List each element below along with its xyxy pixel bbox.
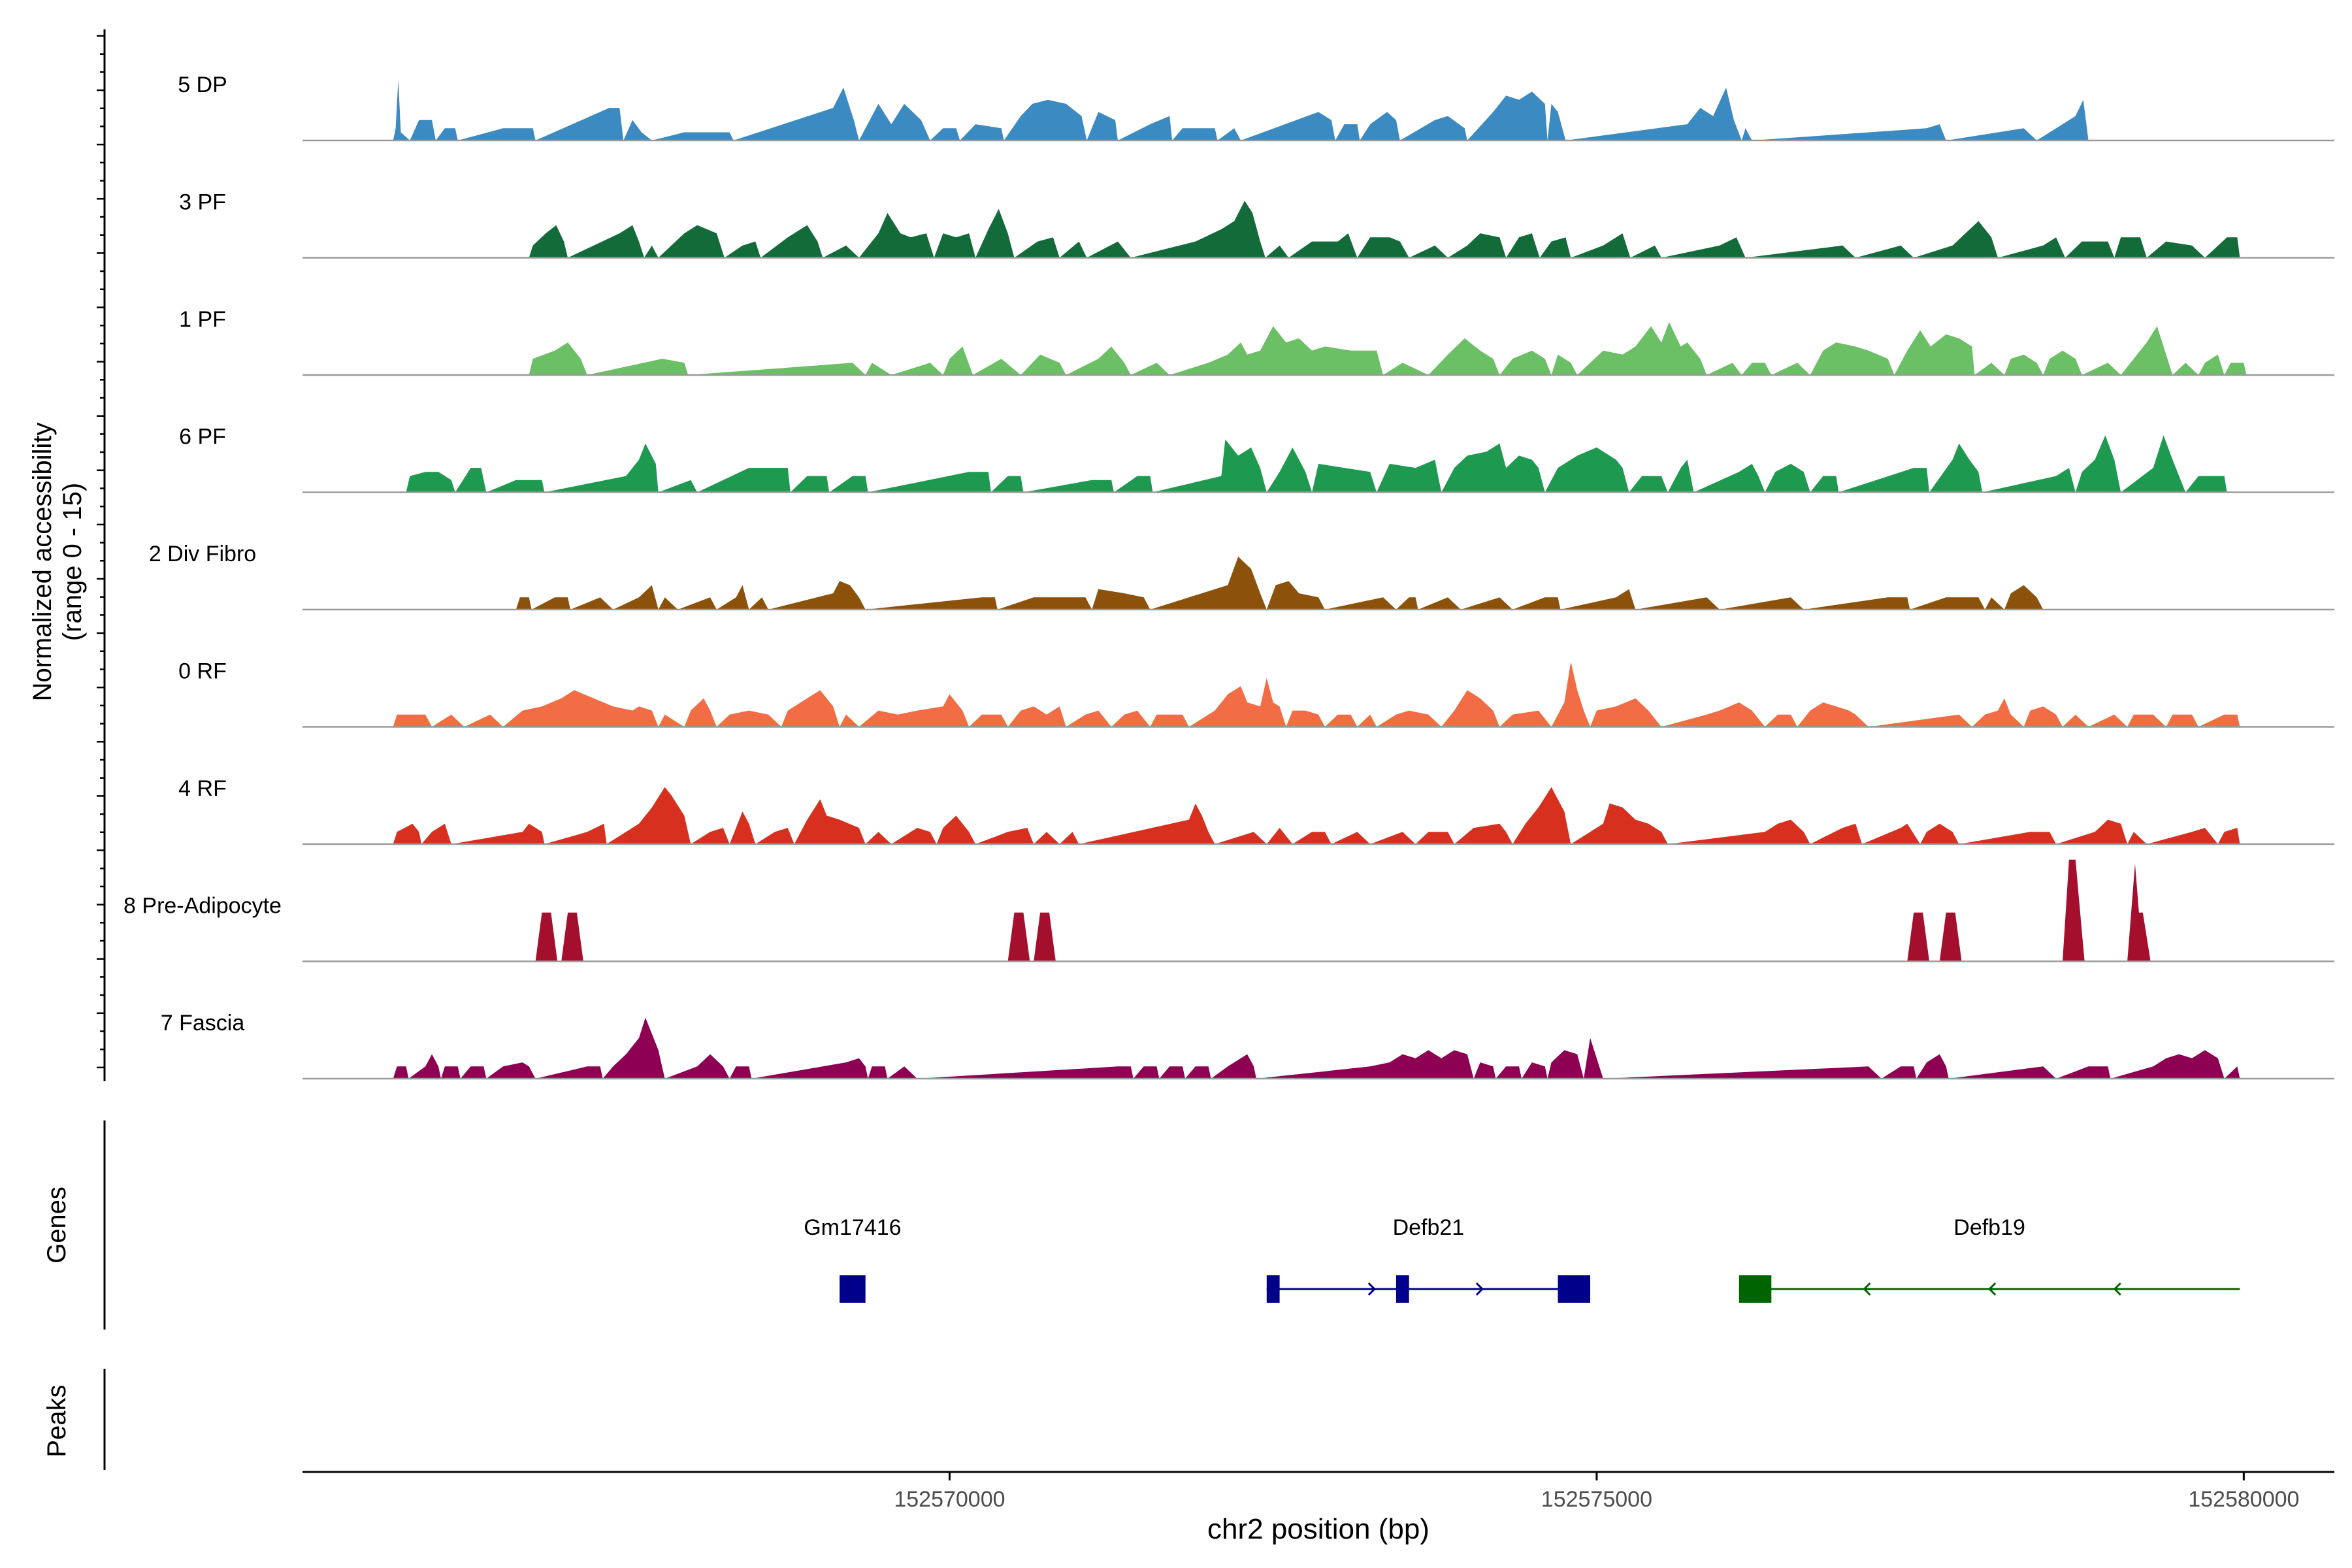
gene-defb19: Defb19 [1739,1215,2240,1303]
track-label-0-rf: 0 RF [178,659,227,684]
track-1-pf: 1 PF [179,307,2334,376]
strand-arrow [1863,1282,1871,1296]
strand-arrow [1475,1282,1484,1296]
coverage-area-3-pf [529,201,2240,258]
coverage-area-5-dp [393,79,2089,140]
peaks-panel-label: Peaks [42,1384,71,1457]
track-5-dp: 5 DP [178,73,2334,142]
track-0-rf: 0 RF [178,659,2334,728]
coverage-area-1-pf [529,322,2247,375]
gene-exon [1558,1275,1590,1303]
x-tick-label: 152570000 [894,1487,1005,1512]
gene-exon [1266,1275,1280,1303]
genes-panel-label: Genes [42,1186,71,1264]
coverage-y-ticks [97,35,105,1069]
y-axis-label-line2: (range 0 - 15) [58,483,87,641]
track-label-8-pre-adipocyte: 8 Pre-Adipocyte [123,894,282,919]
gene-gm17416: Gm17416 [804,1215,902,1303]
track-3-pf: 3 PF [179,190,2334,259]
track-label-6-pf: 6 PF [179,425,226,449]
track-label-5-dp: 5 DP [178,73,227,97]
track-label-7-fascia: 7 Fascia [161,1011,245,1036]
coverage-area-7-fascia [393,1017,2240,1079]
x-tick-label: 152575000 [1541,1487,1652,1512]
track-label-3-pf: 3 PF [179,190,226,215]
gene-label-defb21: Defb21 [1393,1215,1465,1240]
coverage-tracks: 5 DP 3 PF 1 PF 6 PF 2 Div Fibro 0 RF 4 RF 8 Pre… [123,73,2334,1080]
strand-arrow [1987,1282,1997,1296]
coverage-area-6-pf [406,435,2227,493]
coverage-area-8-pre-adipocyte [535,859,2151,962]
track-label-1-pf: 1 PF [179,307,226,332]
gene-exon [840,1275,866,1303]
gene-defb21: Defb21 [1266,1215,1590,1303]
gene-exon [1739,1275,1772,1303]
gene-label-gm17416: Gm17416 [804,1215,901,1240]
track-8-pre-adipocyte: 8 Pre-Adipocyte [123,859,2334,962]
strand-arrow [1367,1282,1376,1296]
coverage-area-2-div-fibro [515,557,2044,610]
track-2-div-fibro: 2 Div Fibro [149,542,2334,611]
track-4-rf: 4 RF [178,776,2334,845]
track-label-4-rf: 4 RF [178,776,227,801]
x-tick-label: 152580000 [2188,1487,2299,1512]
track-7-fascia: 7 Fascia [161,1011,2334,1080]
gene-exon [1396,1275,1409,1303]
x-axis-ticks: 152570000 152575000 152580000 [894,1472,2299,1512]
y-axis-label-line1: Normalized accessibility [28,423,57,702]
coverage-area-4-rf [393,787,2240,844]
coverage-area-0-rf [393,661,2240,727]
track-label-2-div-fibro: 2 Div Fibro [149,542,256,566]
x-axis-label: chr2 position (bp) [1207,1513,1429,1545]
gene-annotations: Gm17416 Defb21 Defb19 [804,1215,2240,1303]
strand-arrow [2113,1282,2121,1296]
gene-label-defb19: Defb19 [1953,1215,2025,1240]
track-6-pf: 6 PF [179,425,2334,493]
